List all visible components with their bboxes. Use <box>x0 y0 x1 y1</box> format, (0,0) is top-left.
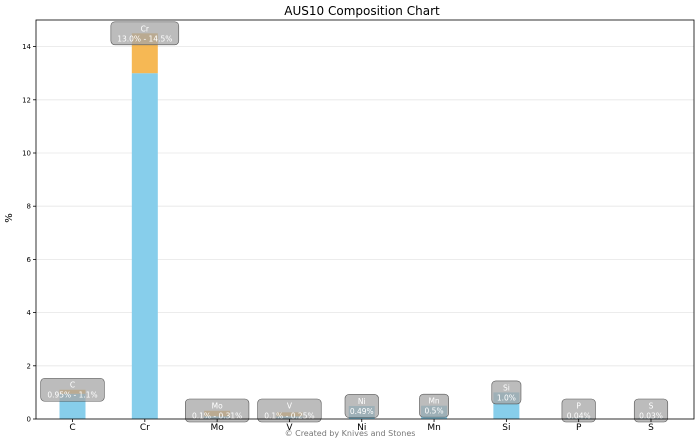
bar-label-mn: Mn0.5% <box>419 393 449 418</box>
bar-label-c: C0.95% - 1.1% <box>40 377 105 402</box>
chart-title: AUS10 Composition Chart <box>284 4 440 18</box>
bar-label-box <box>491 380 522 405</box>
y-axis-label: % <box>4 213 15 223</box>
bar-label-si: Si1.0% <box>491 380 522 405</box>
bar-cr <box>131 73 158 419</box>
x-tick-label-cr: Cr <box>140 423 150 433</box>
y-tick-label: 6 <box>27 256 32 264</box>
bar-label-value: 0.1% - 0.25% <box>264 412 314 421</box>
bar-label-mo: Mo0.1% - 0.31% <box>185 398 250 423</box>
bar-label-symbol: Cr <box>141 24 150 33</box>
bar-label-symbol: Mo <box>212 402 223 411</box>
bar-label-symbol: Si <box>503 383 510 392</box>
x-tick-label-v: V <box>286 423 293 433</box>
bar-label-value: 1.0% <box>497 393 516 402</box>
x-tick-label-mo: Mo <box>210 423 224 433</box>
bar-label-box <box>344 394 379 418</box>
bar-label-value: 0.5% <box>425 407 444 416</box>
y-tick-label: 8 <box>27 203 31 211</box>
y-tick-label: 4 <box>27 309 32 317</box>
plot-frame <box>35 19 695 420</box>
bar-label-s: S0.03% <box>633 398 669 423</box>
x-tick-label-c: C <box>69 423 75 433</box>
bar-label-value: 0.1% - 0.31% <box>192 412 242 421</box>
bar-label-box <box>40 377 105 402</box>
bar-label-box <box>110 21 180 46</box>
bar-label-v: V0.1% - 0.25% <box>257 398 322 423</box>
x-tick-label-mn: Mn <box>427 423 440 433</box>
y-tick-label: 0 <box>27 416 31 424</box>
bar-label-symbol: S <box>649 402 654 411</box>
bar-label-value: 0.95% - 1.1% <box>47 391 97 400</box>
bar-label-p: P0.04% <box>561 398 596 423</box>
x-tick-label-ni: Ni <box>357 423 366 433</box>
x-tick-label-s: S <box>648 423 654 433</box>
bar-label-symbol: Mn <box>428 397 439 406</box>
bar-label-box <box>419 393 449 418</box>
bar-label-ni: Ni0.49% <box>344 394 379 418</box>
bar-label-value: 0.04% <box>567 412 591 421</box>
axis-layer: 0 2 4 6 8 10 12 14 C Cr Mo V Ni Mn Si P S <box>22 19 695 433</box>
bar-label-symbol: C <box>70 381 75 390</box>
bar-label-value: 0.49% <box>350 407 374 416</box>
y-tick-label: 14 <box>22 43 31 51</box>
credit-text: © Created by Knives and Stones <box>285 429 416 438</box>
bar-label-value: 0.03% <box>639 412 663 421</box>
y-tick-label: 2 <box>27 362 31 370</box>
bar-label-value: 13.0% - 14.5% <box>117 34 172 43</box>
bar-label-symbol: P <box>576 402 581 411</box>
y-tick-label: 10 <box>22 150 31 158</box>
x-tick-label-si: Si <box>502 423 510 433</box>
x-tick-label-p: P <box>576 423 582 433</box>
y-tick-label: 12 <box>22 96 31 104</box>
bar-label-symbol: V <box>287 402 293 411</box>
bar-label-symbol: Ni <box>358 397 366 406</box>
